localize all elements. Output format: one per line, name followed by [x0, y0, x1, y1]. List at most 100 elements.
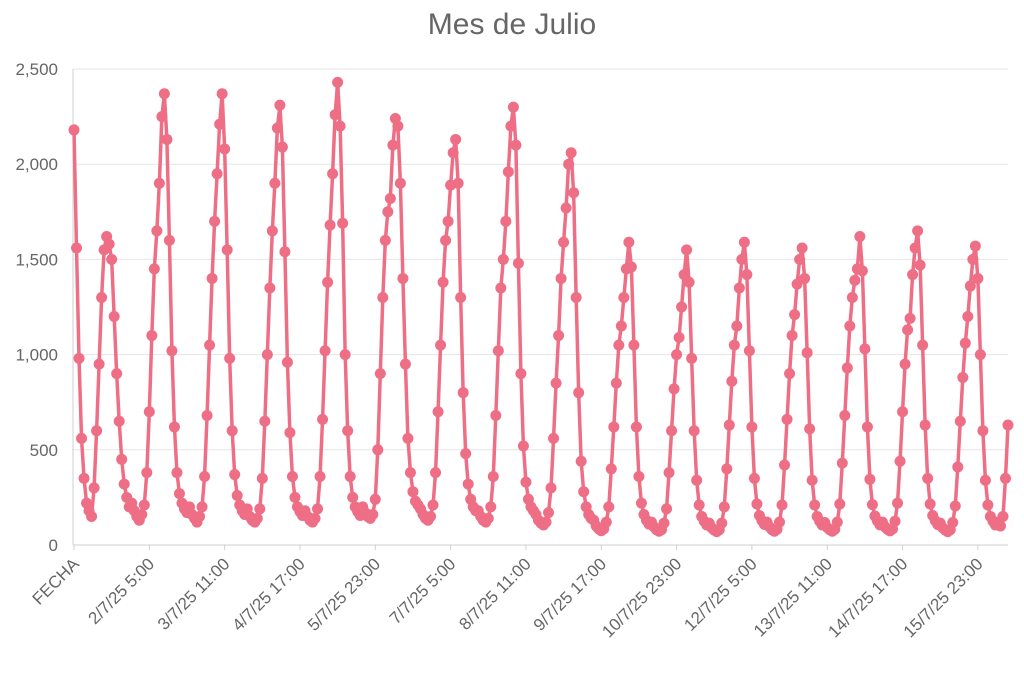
data-point[interactable]	[224, 352, 236, 364]
data-point[interactable]	[156, 111, 168, 123]
data-point[interactable]	[76, 432, 88, 444]
data-point[interactable]	[457, 387, 469, 399]
data-point[interactable]	[73, 352, 85, 364]
data-point[interactable]	[736, 253, 748, 265]
data-point[interactable]	[337, 217, 349, 229]
data-point[interactable]	[379, 234, 391, 246]
data-point[interactable]	[743, 345, 755, 357]
data-point[interactable]	[914, 259, 926, 271]
data-point[interactable]	[806, 474, 818, 486]
data-point[interactable]	[635, 497, 647, 509]
data-point[interactable]	[781, 413, 793, 425]
data-point[interactable]	[329, 109, 341, 121]
data-point[interactable]	[274, 99, 286, 111]
data-point[interactable]	[555, 272, 567, 284]
data-point[interactable]	[397, 272, 409, 284]
data-point[interactable]	[912, 225, 924, 237]
data-point[interactable]	[402, 432, 414, 444]
data-point[interactable]	[849, 274, 861, 286]
data-point[interactable]	[957, 371, 969, 383]
data-point[interactable]	[615, 320, 627, 332]
data-point[interactable]	[497, 253, 509, 265]
data-point[interactable]	[723, 419, 735, 431]
data-point[interactable]	[136, 509, 148, 521]
data-point[interactable]	[791, 278, 803, 290]
data-point[interactable]	[575, 455, 587, 467]
data-point[interactable]	[784, 368, 796, 380]
data-point[interactable]	[917, 339, 929, 351]
data-point[interactable]	[78, 472, 90, 484]
data-point[interactable]	[382, 206, 394, 218]
data-point[interactable]	[495, 282, 507, 294]
data-point[interactable]	[999, 472, 1011, 484]
data-point[interactable]	[540, 516, 552, 528]
data-point[interactable]	[600, 516, 612, 528]
data-point[interactable]	[741, 269, 753, 281]
data-point[interactable]	[982, 499, 994, 511]
data-point[interactable]	[726, 375, 738, 387]
data-point[interactable]	[560, 202, 572, 214]
data-point[interactable]	[372, 444, 384, 456]
data-point[interactable]	[683, 276, 695, 288]
data-point[interactable]	[196, 501, 208, 513]
data-point[interactable]	[284, 427, 296, 439]
data-point[interactable]	[633, 470, 645, 482]
data-point[interactable]	[894, 455, 906, 467]
data-point[interactable]	[251, 512, 263, 524]
data-point[interactable]	[369, 493, 381, 505]
data-point[interactable]	[88, 482, 100, 494]
data-point[interactable]	[168, 421, 180, 433]
data-point[interactable]	[71, 242, 83, 254]
data-point[interactable]	[367, 509, 379, 521]
data-point[interactable]	[728, 339, 740, 351]
data-point[interactable]	[141, 467, 153, 479]
data-point[interactable]	[613, 339, 625, 351]
data-point[interactable]	[314, 470, 326, 482]
data-point[interactable]	[573, 387, 585, 399]
data-point[interactable]	[221, 244, 233, 256]
data-point[interactable]	[269, 177, 281, 189]
data-point[interactable]	[214, 118, 226, 130]
data-point[interactable]	[259, 415, 271, 427]
data-point[interactable]	[977, 425, 989, 437]
data-point[interactable]	[322, 276, 334, 288]
data-point[interactable]	[226, 425, 238, 437]
data-point[interactable]	[630, 421, 642, 433]
data-point[interactable]	[279, 246, 291, 258]
data-point[interactable]	[173, 488, 185, 500]
data-point[interactable]	[794, 253, 806, 265]
data-point[interactable]	[507, 101, 519, 113]
data-point[interactable]	[264, 282, 276, 294]
data-point[interactable]	[312, 503, 324, 515]
data-point[interactable]	[392, 120, 404, 132]
data-point[interactable]	[959, 337, 971, 349]
data-point[interactable]	[618, 291, 630, 303]
data-point[interactable]	[997, 510, 1009, 522]
data-point[interactable]	[437, 276, 449, 288]
data-point[interactable]	[219, 143, 231, 155]
data-point[interactable]	[289, 491, 301, 503]
data-point[interactable]	[748, 472, 760, 484]
data-point[interactable]	[779, 459, 791, 471]
data-point[interactable]	[1002, 419, 1014, 431]
data-point[interactable]	[118, 478, 130, 490]
data-point[interactable]	[974, 349, 986, 361]
data-point[interactable]	[691, 474, 703, 486]
data-point[interactable]	[211, 168, 223, 180]
data-point[interactable]	[919, 419, 931, 431]
data-point[interactable]	[954, 415, 966, 427]
data-point[interactable]	[166, 345, 178, 357]
data-point[interactable]	[281, 356, 293, 368]
data-point[interactable]	[952, 461, 964, 473]
data-point[interactable]	[93, 358, 105, 370]
data-point[interactable]	[663, 467, 675, 479]
data-point[interactable]	[86, 510, 98, 522]
data-point[interactable]	[565, 147, 577, 159]
data-point[interactable]	[394, 177, 406, 189]
data-point[interactable]	[693, 499, 705, 511]
data-point[interactable]	[799, 272, 811, 284]
data-point[interactable]	[332, 76, 344, 88]
data-point[interactable]	[482, 512, 494, 524]
data-point[interactable]	[447, 147, 459, 159]
data-point[interactable]	[962, 311, 974, 323]
